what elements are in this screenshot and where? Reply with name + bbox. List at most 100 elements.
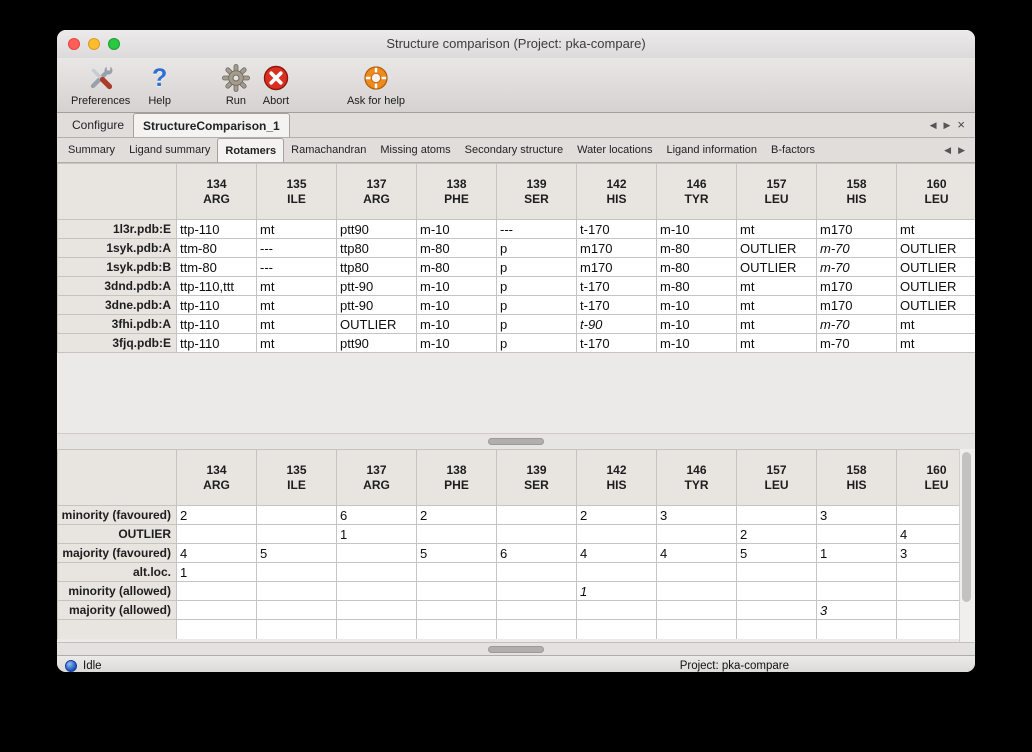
table-cell[interactable]: m170 — [816, 276, 897, 296]
column-header-158[interactable]: 158 HIS — [816, 449, 897, 506]
table-cell[interactable]: mt — [256, 276, 337, 296]
table-cell[interactable]: mt — [736, 295, 817, 315]
table-cell[interactable]: mt — [896, 314, 975, 334]
column-header-137[interactable]: 137 ARG — [336, 163, 417, 220]
table-cell[interactable] — [416, 581, 497, 601]
column-header-138[interactable]: 138 PHE — [416, 449, 497, 506]
help-button[interactable]: ? Help — [148, 58, 171, 108]
column-header-146[interactable]: 146 TYR — [656, 449, 737, 506]
table-cell[interactable]: t-170 — [576, 333, 657, 353]
table-cell[interactable] — [576, 562, 657, 582]
row-header-outlier[interactable]: OUTLIER — [57, 524, 177, 544]
table-cell[interactable] — [656, 581, 737, 601]
table-cell[interactable]: m-10 — [416, 219, 497, 239]
column-header-139[interactable]: 139 SER — [496, 449, 577, 506]
preferences-button[interactable]: Preferences — [71, 58, 130, 107]
table-cell[interactable]: ttp-110 — [176, 295, 257, 315]
close-window-button[interactable] — [68, 38, 80, 50]
table-cell[interactable]: mt — [896, 219, 975, 239]
table-cell[interactable] — [336, 562, 417, 582]
view-tab-ramachandran[interactable]: Ramachandran — [291, 144, 367, 156]
view-tab-summary[interactable]: Summary — [68, 144, 116, 156]
table-cell[interactable]: ptt90 — [336, 333, 417, 353]
table-cell[interactable]: 3 — [896, 543, 975, 563]
table-cell[interactable]: t-90 — [576, 314, 657, 334]
table-cell[interactable]: m-10 — [416, 276, 497, 296]
table-cell[interactable] — [176, 581, 257, 601]
splitter-grip[interactable] — [488, 645, 544, 653]
table-cell[interactable] — [416, 524, 497, 544]
table-cell[interactable]: t-170 — [576, 295, 657, 315]
row-header-3dnd-pdb-a[interactable]: 3dnd.pdb:A — [57, 276, 177, 296]
table-cell[interactable]: m-70 — [816, 333, 897, 353]
view-tab-ligand-information[interactable]: Ligand information — [666, 144, 758, 156]
table-cell[interactable]: OUTLIER — [736, 238, 817, 258]
ask-for-help-button[interactable]: Ask for help — [347, 58, 405, 107]
column-header-142[interactable]: 142 HIS — [576, 449, 657, 506]
table-cell[interactable] — [896, 505, 975, 525]
table-cell[interactable]: p — [496, 333, 577, 353]
table-cell[interactable]: 1 — [176, 562, 257, 582]
row-header-1syk-pdb-b[interactable]: 1syk.pdb:B — [57, 257, 177, 277]
tab-close-icon[interactable]: × — [957, 117, 965, 132]
table-cell[interactable]: m-70 — [816, 238, 897, 258]
table-cell[interactable]: 2 — [736, 524, 817, 544]
table-cell[interactable] — [256, 562, 337, 582]
table-cell[interactable]: ttm-80 — [176, 257, 257, 277]
table-cell[interactable]: m-70 — [816, 314, 897, 334]
row-header-1syk-pdb-a[interactable]: 1syk.pdb:A — [57, 238, 177, 258]
table-cell[interactable]: ttp-110 — [176, 314, 257, 334]
table-cell[interactable]: m-10 — [416, 295, 497, 315]
table-cell[interactable]: p — [496, 295, 577, 315]
tab-scroll-right-icon[interactable]: ▶ — [943, 119, 951, 130]
column-header-157[interactable]: 157 LEU — [736, 449, 817, 506]
pane-splitter[interactable] — [57, 433, 975, 449]
zoom-window-button[interactable] — [108, 38, 120, 50]
scrollbar-thumb[interactable] — [962, 452, 971, 602]
row-header-alt-loc[interactable]: alt.loc. — [57, 562, 177, 582]
column-header-160[interactable]: 160 LEU — [896, 163, 975, 220]
table-cell[interactable] — [576, 600, 657, 620]
table-cell[interactable]: m-10 — [656, 333, 737, 353]
table-cell[interactable] — [256, 505, 337, 525]
table-cell[interactable]: 4 — [576, 543, 657, 563]
table-cell[interactable]: ttp80 — [336, 238, 417, 258]
table-cell[interactable] — [736, 505, 817, 525]
table-cell[interactable] — [656, 524, 737, 544]
row-header-majority-allowed[interactable]: majority (allowed) — [57, 600, 177, 620]
view-tab-b-factors[interactable]: B-factors — [771, 144, 816, 156]
column-header-138[interactable]: 138 PHE — [416, 163, 497, 220]
table-cell[interactable]: m170 — [816, 219, 897, 239]
table-cell[interactable] — [176, 600, 257, 620]
row-header-minority-allowed[interactable]: minority (allowed) — [57, 581, 177, 601]
row-header-minority-favoured[interactable]: minority (favoured) — [57, 505, 177, 525]
view-tab-missing-atoms[interactable]: Missing atoms — [380, 144, 451, 156]
view-tab-secondary-structure[interactable]: Secondary structure — [464, 144, 564, 156]
table-cell[interactable]: m-80 — [656, 276, 737, 296]
column-header-135[interactable]: 135 ILE — [256, 449, 337, 506]
table-cell[interactable]: 4 — [656, 543, 737, 563]
table-cell[interactable]: 2 — [576, 505, 657, 525]
column-header-158[interactable]: 158 HIS — [816, 163, 897, 220]
table-cell[interactable]: ttm-80 — [176, 238, 257, 258]
tab-scroll-left-icon[interactable]: ◀ — [929, 119, 937, 130]
table-cell[interactable] — [496, 505, 577, 525]
table-cell[interactable]: mt — [736, 333, 817, 353]
table-cell[interactable]: ptt-90 — [336, 276, 417, 296]
table-cell[interactable] — [496, 581, 577, 601]
table-cell[interactable]: --- — [256, 238, 337, 258]
table-cell[interactable]: OUTLIER — [896, 257, 975, 277]
table-cell[interactable]: 4 — [176, 543, 257, 563]
table-cell[interactable] — [816, 524, 897, 544]
table-cell[interactable]: mt — [736, 219, 817, 239]
table-cell[interactable]: OUTLIER — [336, 314, 417, 334]
table-cell[interactable]: OUTLIER — [896, 295, 975, 315]
view-tab-scroll-right-icon[interactable]: ▶ — [958, 144, 965, 155]
splitter-grip[interactable] — [488, 438, 544, 445]
table-cell[interactable]: ptt-90 — [336, 295, 417, 315]
view-tab-rotamers[interactable]: Rotamers — [217, 138, 285, 162]
row-header-majority-favoured[interactable]: majority (favoured) — [57, 543, 177, 563]
vertical-scrollbar[interactable] — [959, 449, 975, 642]
table-cell[interactable]: m170 — [576, 257, 657, 277]
table-cell[interactable] — [496, 600, 577, 620]
